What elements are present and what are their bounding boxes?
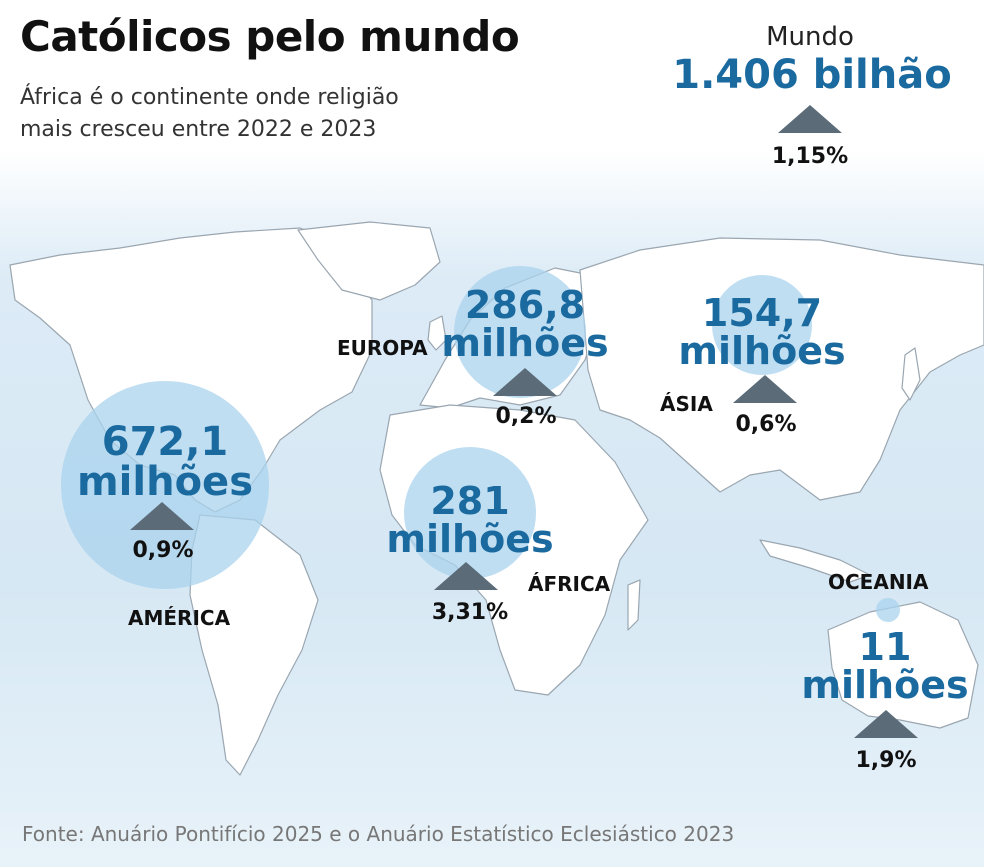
africa-growth: 3,31% <box>431 600 509 625</box>
europa-value: 286,8 milhões <box>430 286 620 362</box>
america-value-unit: milhões <box>77 459 253 505</box>
oceania-region-label: OCEANIA <box>828 570 929 594</box>
oceania-growth-arrow <box>854 710 918 738</box>
europa-region-label: EUROPA <box>337 336 428 360</box>
asia-growth: 0,6% <box>735 412 797 437</box>
africa-bubble <box>404 447 536 579</box>
oceania-bubble <box>876 598 900 622</box>
asia-growth-arrow <box>733 375 797 403</box>
source-note: Fonte: Anuário Pontifício 2025 e o Anuár… <box>22 822 735 846</box>
oceania-value: 11 milhões <box>800 628 970 704</box>
australia-landmass <box>827 601 979 729</box>
africa-region-label: ÁFRICA <box>528 572 611 596</box>
europa-value-unit: milhões <box>441 321 609 365</box>
asia-value-unit: milhões <box>678 329 846 373</box>
north-america-landmass <box>9 227 373 513</box>
page-subtitle: África é o continente onde religião mais… <box>20 85 399 142</box>
madagascar-island <box>627 579 641 631</box>
america-bubble <box>61 381 269 589</box>
asia-value: 154,7 milhões <box>672 294 852 370</box>
world-growth: 1,15% <box>771 144 849 169</box>
africa-value-number: 281 <box>430 479 510 523</box>
america-region-label: AMÉRICA <box>128 606 231 630</box>
japan-island <box>901 347 921 401</box>
world-label: Mundo <box>766 22 854 52</box>
africa-growth-arrow <box>434 562 498 590</box>
europa-bubble <box>454 266 586 398</box>
oceania-growth: 1,9% <box>855 748 917 773</box>
america-value-number: 672,1 <box>101 419 229 465</box>
asia-bubble <box>712 275 812 375</box>
africa-value: 281 milhões <box>380 482 560 558</box>
europa-growth: 0,2% <box>495 404 557 429</box>
africa-value-unit: milhões <box>386 517 554 561</box>
page-title: Católicos pelo mundo <box>20 12 520 61</box>
america-value: 672,1 milhões <box>60 422 270 502</box>
uk-island <box>427 315 447 351</box>
world-value: 1.406 bilhão <box>672 52 952 98</box>
south-america-landmass <box>189 514 319 776</box>
oceania-value-unit: milhões <box>801 663 969 707</box>
europa-value-number: 286,8 <box>464 283 586 327</box>
oceania-value-number: 11 <box>858 625 912 669</box>
asia-region-label: ÁSIA <box>660 392 713 416</box>
world-growth-arrow <box>778 105 842 133</box>
america-growth: 0,9% <box>132 538 194 563</box>
america-growth-arrow <box>130 502 194 530</box>
indonesia-islands <box>759 539 871 583</box>
asia-value-number: 154,7 <box>701 291 823 335</box>
greenland-landmass <box>297 221 441 301</box>
europa-growth-arrow <box>493 368 557 396</box>
